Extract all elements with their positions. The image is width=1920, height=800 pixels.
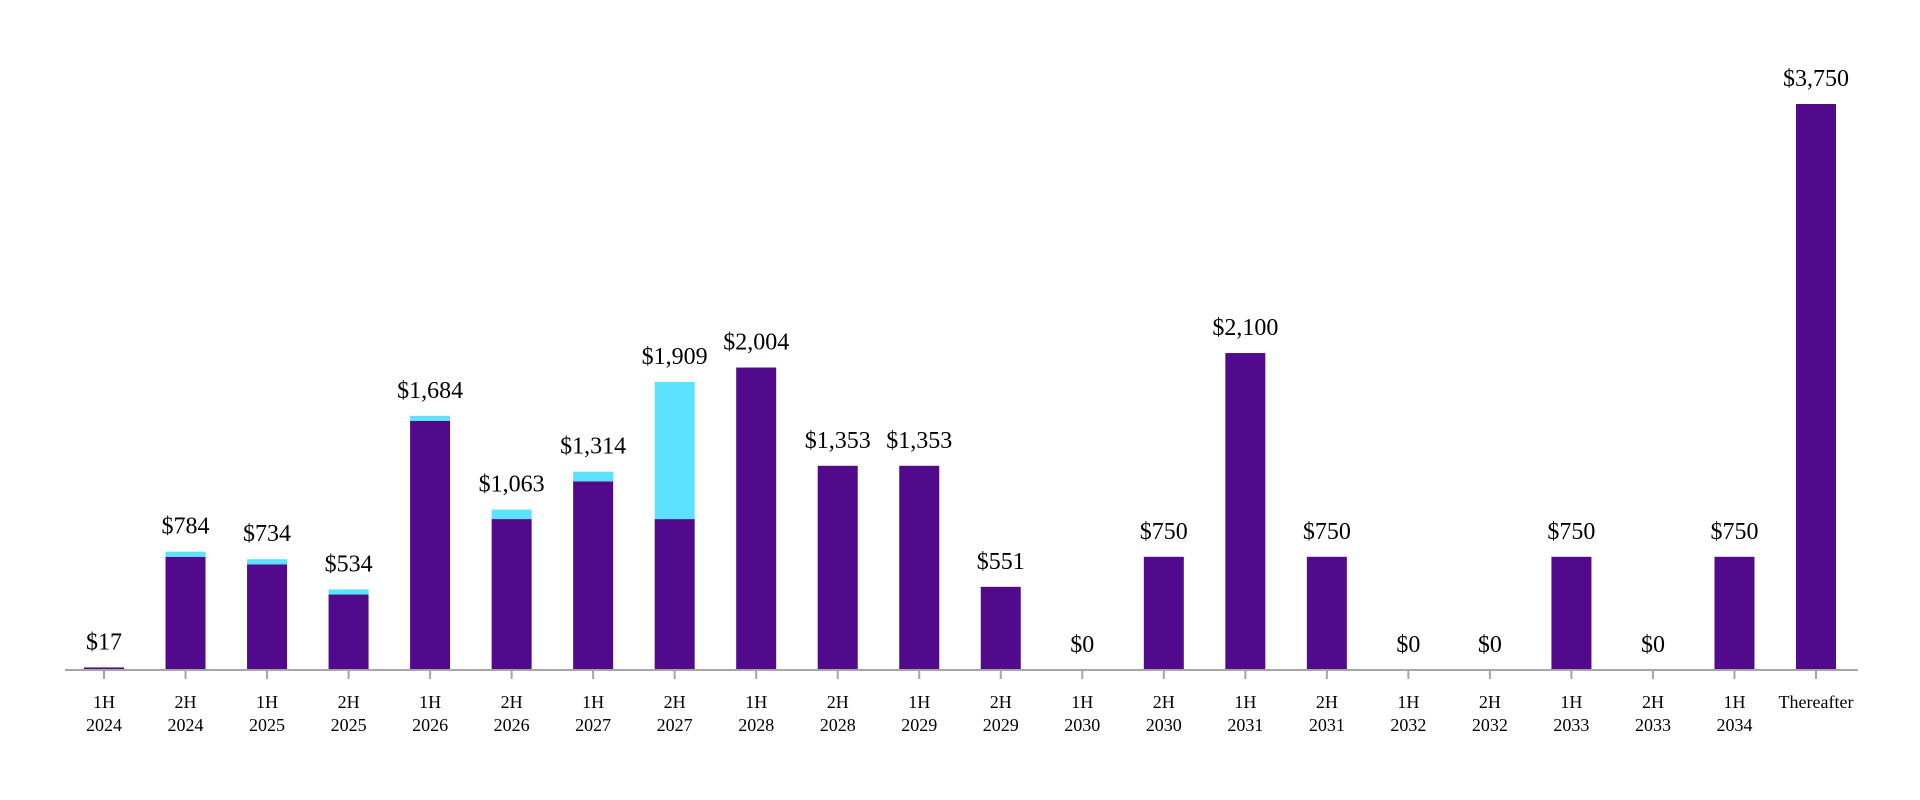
x-tick-label: 2H	[175, 692, 197, 712]
x-tick-label: 2H	[1642, 692, 1664, 712]
bar-segment-secondary	[165, 551, 206, 557]
bar-segment-primary	[328, 594, 369, 670]
x-tick-label: 2H	[664, 692, 686, 712]
data-label: $1,353	[805, 428, 871, 454]
x-tick-label: 2028	[738, 715, 774, 735]
x-tick-label: 2H	[1479, 692, 1501, 712]
data-label: $1,314	[560, 434, 626, 460]
x-tick-label: 1H	[745, 692, 767, 712]
data-label: $750	[1710, 519, 1758, 545]
x-tick-label: 2029	[983, 715, 1019, 735]
data-label: $534	[325, 551, 373, 577]
data-label: $1,063	[479, 472, 545, 498]
x-axis-ticks: 1H 2024 2H 2024 1H 2025 2H 2025 1H 2026 2H 2026 1H 20…	[86, 670, 1853, 735]
x-tick-label: 2025	[249, 715, 285, 735]
data-label: $1,909	[642, 344, 708, 370]
x-tick-label: 2H	[827, 692, 849, 712]
x-tick-label: 1H	[908, 692, 930, 712]
x-tick-label: 2028	[820, 715, 856, 735]
bar-segment-primary	[84, 667, 124, 670]
x-tick-label: 1H	[1397, 692, 1419, 712]
data-label: $750	[1547, 519, 1595, 545]
data-label: $17	[86, 629, 122, 655]
x-tick-label: 1H	[582, 692, 604, 712]
x-tick-label: 2024	[86, 715, 122, 735]
data-label: $1,353	[886, 428, 952, 454]
x-tick-label: 2027	[575, 715, 611, 735]
x-tick-label: 1H	[256, 692, 278, 712]
x-tick-label: 2031	[1227, 715, 1263, 735]
bar-segment-secondary	[654, 381, 695, 520]
bar-segment-primary	[736, 367, 777, 670]
x-tick-label: 2024	[168, 715, 204, 735]
x-tick-label: 2H	[1316, 692, 1338, 712]
bar-segment-primary	[491, 519, 532, 670]
bar-segment-primary	[1714, 556, 1755, 670]
bar-segment-primary	[573, 481, 614, 670]
bar-segment-primary	[1143, 556, 1184, 670]
data-label: $1,684	[397, 378, 463, 404]
bar-segment-primary	[980, 586, 1021, 670]
x-tick-label: 2026	[412, 715, 448, 735]
data-label: $2,100	[1212, 315, 1278, 341]
data-label: $0	[1070, 632, 1094, 658]
x-tick-label: 2031	[1309, 715, 1345, 735]
bar-segment-secondary	[491, 509, 532, 520]
bar-segment-primary	[410, 420, 451, 670]
x-tick-label: 2026	[494, 715, 530, 735]
bar-segment-secondary	[573, 471, 614, 482]
bar-segment-primary	[247, 564, 288, 670]
data-label: $750	[1140, 519, 1188, 545]
data-label: $3,750	[1783, 66, 1849, 92]
x-tick-label: 2033	[1635, 715, 1671, 735]
data-labels-group: $17 $784 $734 $534 $1,684 $1,063 $1,314 $1,909 $…	[86, 66, 1849, 658]
data-label: $750	[1303, 519, 1351, 545]
x-tick-label: 2030	[1064, 715, 1100, 735]
bar-segment-primary	[165, 556, 206, 670]
x-tick-label: 2027	[657, 715, 693, 735]
data-label: $2,004	[723, 330, 789, 356]
bar-segment-primary	[1306, 556, 1347, 670]
bar-segment-secondary	[328, 589, 369, 595]
x-tick-label: 2034	[1716, 715, 1752, 735]
x-tick-label: 1H	[93, 692, 115, 712]
data-label: $0	[1478, 632, 1502, 658]
x-tick-label: 2029	[901, 715, 937, 735]
x-tick-label: 1H	[1234, 692, 1256, 712]
data-label: $0	[1396, 632, 1420, 658]
data-label: $734	[243, 521, 291, 547]
x-tick-label: 2H	[1153, 692, 1175, 712]
x-tick-label: 2H	[501, 692, 523, 712]
data-label: $551	[977, 549, 1025, 575]
x-tick-label: Thereafter	[1779, 692, 1854, 712]
x-tick-label: 2032	[1390, 715, 1426, 735]
x-tick-label: 2030	[1146, 715, 1182, 735]
x-tick-label: 1H	[1071, 692, 1093, 712]
bar-segment-primary	[1225, 353, 1266, 670]
x-tick-label: 1H	[419, 692, 441, 712]
bar-segment-primary	[654, 519, 695, 670]
data-label: $784	[162, 514, 210, 540]
x-tick-label: 2H	[338, 692, 360, 712]
bar-segment-primary	[1796, 104, 1836, 670]
bar-segment-primary	[1551, 556, 1592, 670]
bars-group	[84, 104, 1836, 670]
bar-segment-primary	[899, 465, 940, 670]
x-tick-label: 1H	[1723, 692, 1745, 712]
data-label: $0	[1641, 632, 1665, 658]
bar-segment-secondary	[410, 415, 451, 421]
x-tick-label: 1H	[1560, 692, 1582, 712]
x-tick-label: 2H	[990, 692, 1012, 712]
x-tick-label: 2032	[1472, 715, 1508, 735]
x-tick-label: 2025	[331, 715, 367, 735]
bar-segment-secondary	[247, 559, 288, 565]
x-tick-label: 2033	[1553, 715, 1589, 735]
bar-segment-primary	[817, 465, 858, 670]
